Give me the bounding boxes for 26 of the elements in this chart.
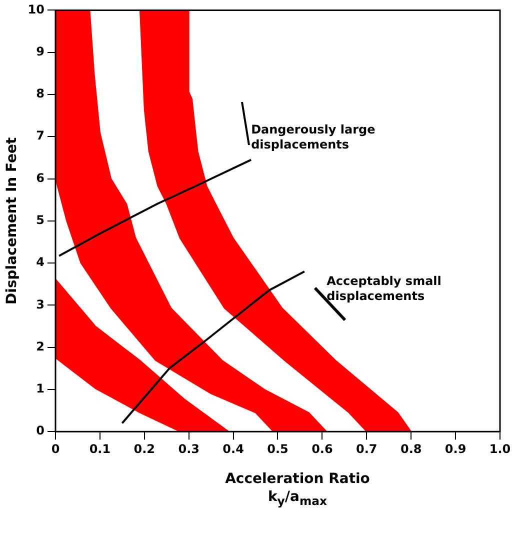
- x-axis-title: Acceleration Ratio k$_{y}$/a$_{max}$: [224, 470, 371, 510]
- y-tick-label: 7: [36, 128, 44, 143]
- y-tick-label: 1: [36, 382, 44, 396]
- x-tick-label: 0.1: [89, 442, 111, 456]
- x-tick-label: 0.8: [400, 442, 422, 456]
- x-tick-label: 0.7: [356, 442, 378, 456]
- x-tick-label: 0: [51, 442, 60, 456]
- x-tick-label: 0.3: [178, 442, 200, 456]
- x-tick-label: 1.0: [489, 442, 511, 456]
- x-tick-label: 0.2: [134, 442, 156, 456]
- x-tick-label: 0.9: [444, 442, 466, 456]
- y-tick-label: 10: [28, 2, 44, 16]
- x-tick-label: 0.6: [312, 442, 333, 456]
- x-tick-label: 0.4: [222, 442, 244, 456]
- annotation: Dangerously large displacements: [251, 122, 376, 152]
- y-tick-label: 8: [36, 86, 44, 101]
- y-tick-label: 5: [36, 213, 44, 228]
- y-tick-label: 2: [36, 339, 44, 354]
- y-tick-label: 3: [36, 297, 44, 312]
- y-tick-label: 6: [36, 170, 44, 185]
- y-tick-label: 9: [36, 44, 44, 58]
- annotation: Acceptably small displacements: [326, 274, 442, 304]
- y-axis-title: Displacement In Feet: [4, 137, 20, 304]
- x-tick-label: 0.5: [267, 442, 288, 456]
- y-tick-label: 4: [36, 255, 44, 270]
- y-tick-label: 0: [36, 424, 44, 438]
